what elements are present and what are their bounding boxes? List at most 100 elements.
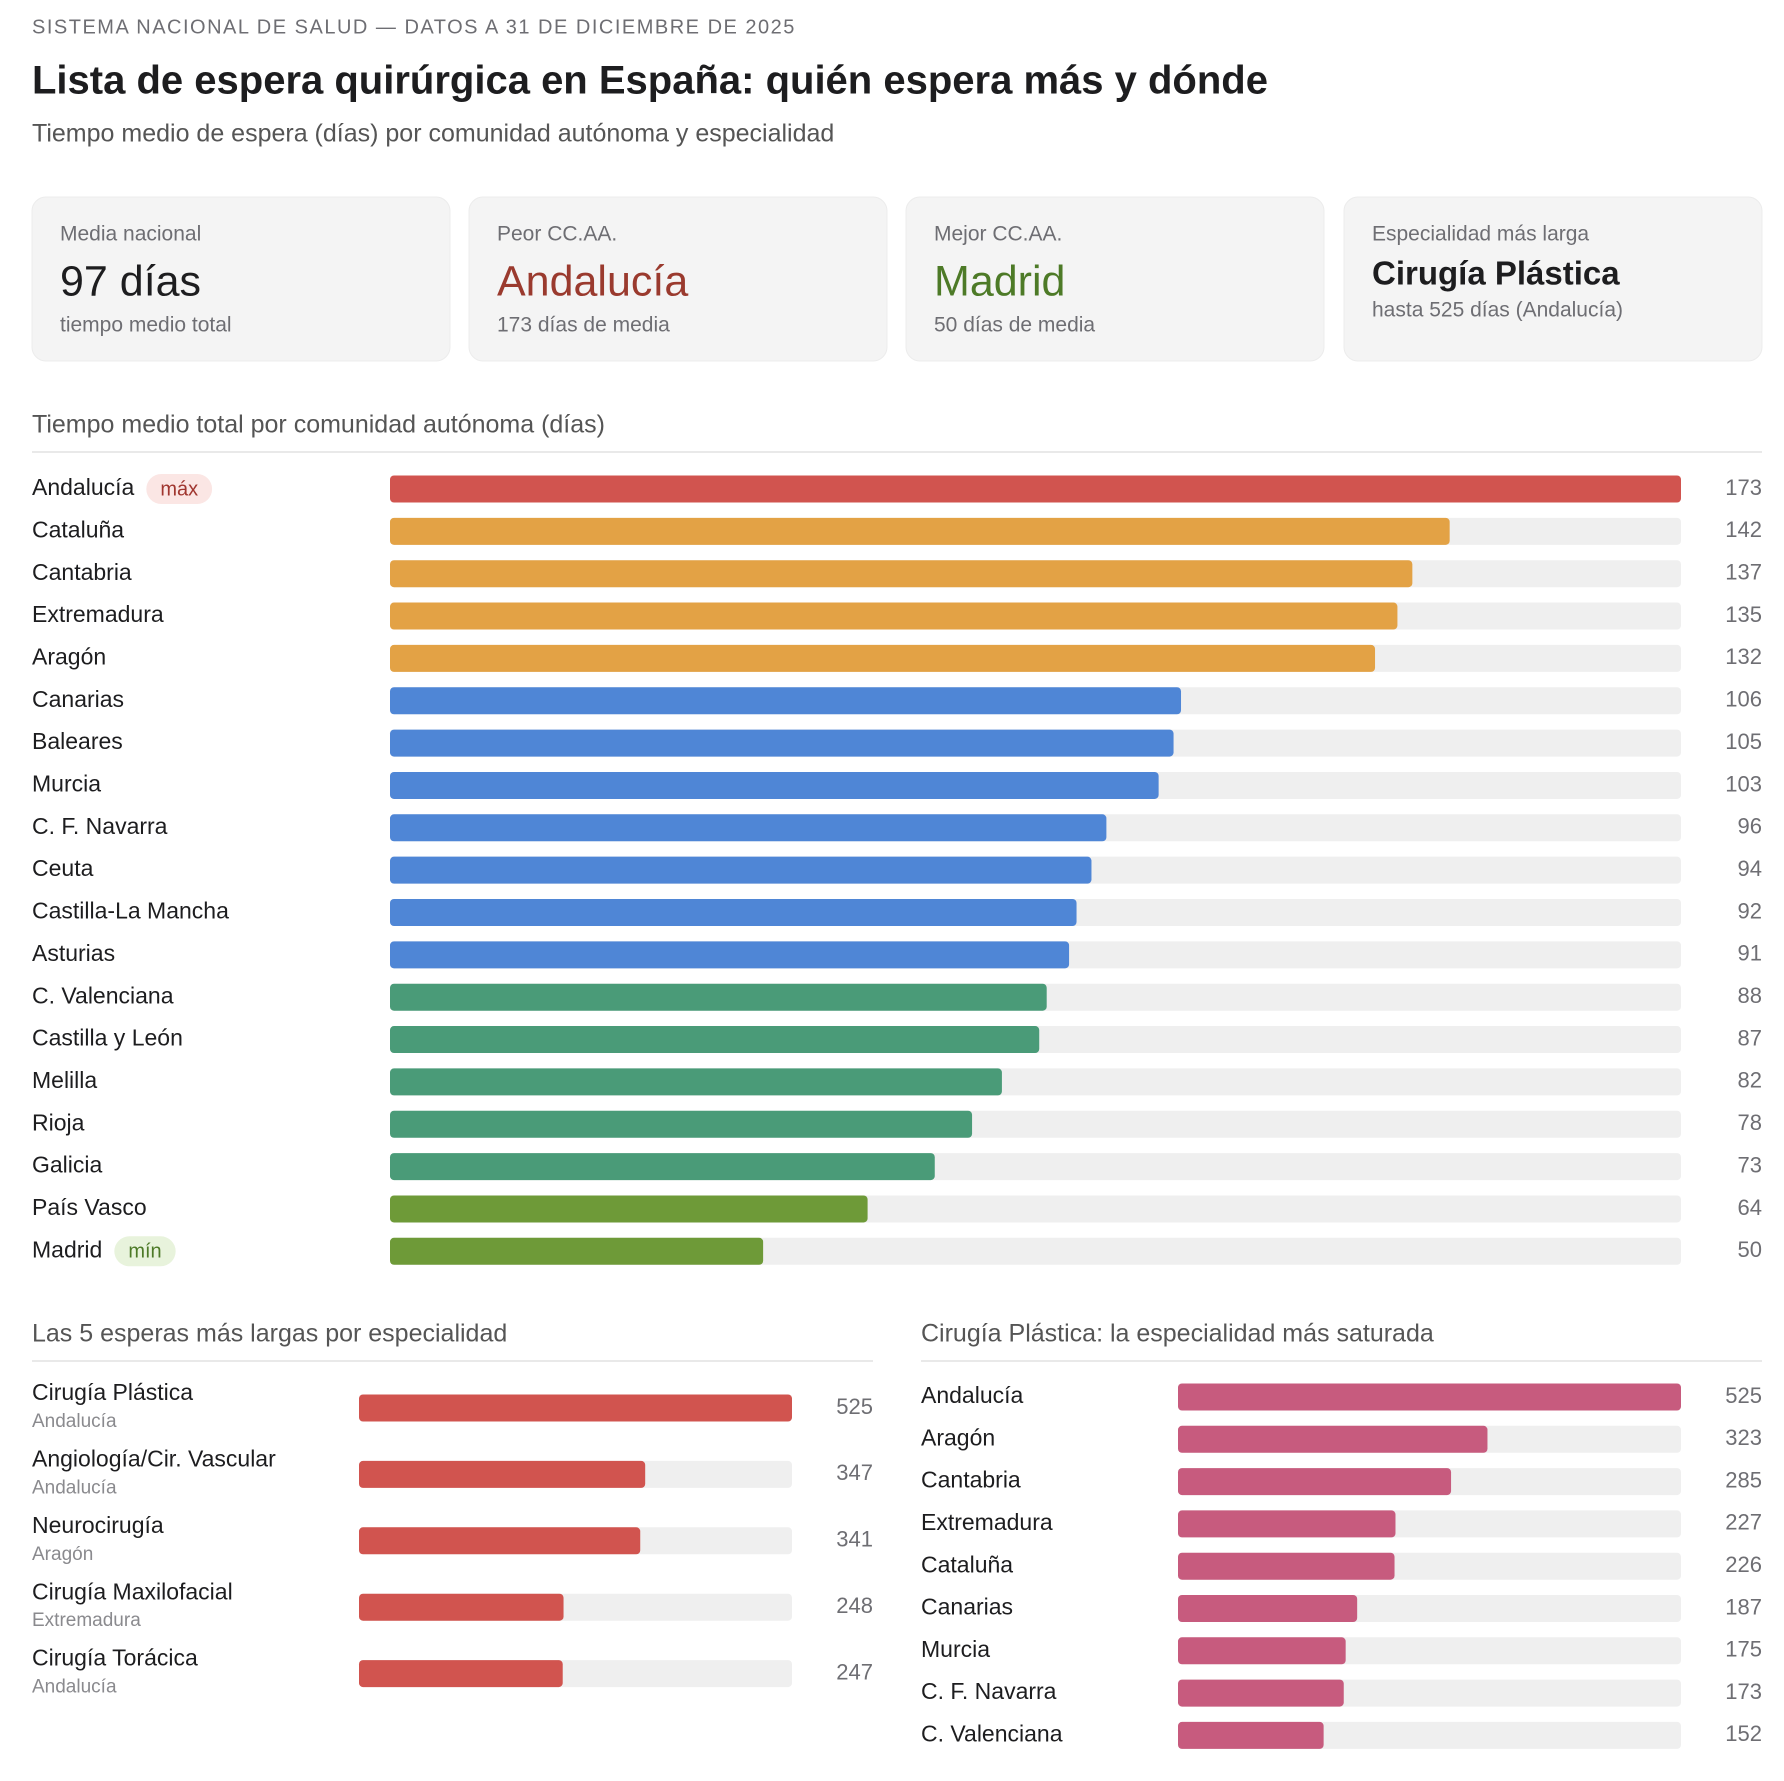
bar bbox=[390, 475, 1681, 503]
kpi-card bbox=[31, 196, 451, 362]
bar bbox=[390, 941, 1070, 969]
category-label: Aragón bbox=[32, 643, 106, 669]
category-label: Cirugía Torácica bbox=[32, 1645, 198, 1671]
category-label: Melilla bbox=[32, 1067, 97, 1093]
category-label: Neurocirugía bbox=[32, 1512, 164, 1538]
bar bbox=[1178, 1425, 1488, 1453]
bar bbox=[390, 1195, 868, 1223]
title: Lista de espera quirúrgica en España: qu… bbox=[32, 59, 1268, 103]
bar bbox=[390, 1110, 973, 1138]
bar bbox=[1178, 1637, 1346, 1665]
bar bbox=[1178, 1383, 1681, 1411]
bar bbox=[1178, 1595, 1358, 1622]
chart-title: Tiempo medio total por comunidad autónom… bbox=[32, 411, 605, 439]
value-label: 73 bbox=[1738, 1152, 1762, 1177]
bar bbox=[1178, 1510, 1396, 1538]
bar bbox=[359, 1593, 564, 1621]
kpi-label: Peor CC.AA. bbox=[497, 223, 617, 246]
badge-label: mín bbox=[128, 1241, 161, 1263]
bar bbox=[390, 729, 1174, 757]
value-label: 88 bbox=[1738, 983, 1762, 1008]
value-label: 341 bbox=[836, 1527, 873, 1552]
value-label: 226 bbox=[1725, 1552, 1762, 1577]
bar bbox=[390, 560, 1413, 588]
category-label: C. Valenciana bbox=[32, 982, 174, 1008]
value-label: 137 bbox=[1725, 560, 1762, 585]
kpi-note: 173 días de media bbox=[497, 314, 670, 337]
category-label: C. F. Navarra bbox=[32, 813, 168, 839]
value-label: 247 bbox=[836, 1659, 873, 1684]
category-label: Cataluña bbox=[32, 516, 124, 542]
kpi-value: 97 días bbox=[60, 257, 201, 305]
value-label: 82 bbox=[1738, 1068, 1762, 1093]
category-label: Castilla y León bbox=[32, 1025, 183, 1051]
bar bbox=[1178, 1468, 1452, 1496]
category-label: C. Valenciana bbox=[921, 1720, 1063, 1746]
bar bbox=[390, 899, 1077, 926]
category-label: País Vasco bbox=[32, 1194, 147, 1220]
category-label: Cataluña bbox=[921, 1551, 1013, 1577]
value-label: 227 bbox=[1725, 1510, 1762, 1535]
value-label: 91 bbox=[1738, 941, 1762, 966]
category-label: Andalucía bbox=[32, 474, 135, 500]
value-label: 323 bbox=[1725, 1425, 1762, 1450]
category-label: Cantabria bbox=[921, 1467, 1021, 1493]
kpi-label: Mejor CC.AA. bbox=[934, 223, 1062, 246]
value-label: 347 bbox=[836, 1460, 873, 1485]
kpi-label: Especialidad más larga bbox=[1372, 223, 1589, 246]
kpi-card bbox=[905, 196, 1325, 362]
badge bbox=[114, 1236, 176, 1267]
value-label: 135 bbox=[1725, 602, 1762, 627]
value-label: 87 bbox=[1738, 1025, 1762, 1050]
value-label: 96 bbox=[1738, 814, 1762, 839]
category-label: Cirugía Maxilofacial bbox=[32, 1578, 233, 1604]
bar bbox=[390, 1026, 1040, 1054]
bar bbox=[390, 517, 1450, 545]
value-label: 173 bbox=[1725, 475, 1762, 500]
value-label: 173 bbox=[1725, 1679, 1762, 1704]
sub-label: Aragón bbox=[32, 1544, 93, 1565]
value-label: 132 bbox=[1725, 644, 1762, 669]
sub-label: Andalucía bbox=[32, 1411, 117, 1432]
sub-label: Andalucía bbox=[32, 1477, 117, 1498]
category-label: C. F. Navarra bbox=[921, 1678, 1057, 1704]
kpi-value: Andalucía bbox=[497, 257, 688, 305]
bar bbox=[359, 1394, 792, 1422]
value-label: 64 bbox=[1738, 1195, 1762, 1220]
bar bbox=[1178, 1552, 1395, 1580]
value-label: 106 bbox=[1725, 687, 1762, 712]
kpi-value: Cirugía Plástica bbox=[1372, 255, 1620, 292]
chart-title: Las 5 esperas más largas por especialida… bbox=[32, 1320, 507, 1348]
bar bbox=[390, 1237, 764, 1265]
kpi-note: hasta 525 días (Andalucía) bbox=[1372, 299, 1623, 322]
category-label: Murcia bbox=[32, 771, 101, 797]
bar bbox=[390, 1068, 1002, 1096]
category-label: Extremadura bbox=[921, 1509, 1053, 1535]
bar bbox=[359, 1460, 646, 1488]
kicker: SISTEMA NACIONAL DE SALUD — DATOS A 31 D… bbox=[32, 16, 796, 38]
bar bbox=[1178, 1679, 1344, 1707]
category-label: Ceuta bbox=[32, 855, 94, 881]
kpi-card bbox=[1343, 196, 1763, 362]
chart-title: Cirugía Plástica: la especialidad más sa… bbox=[921, 1320, 1434, 1348]
bar bbox=[390, 856, 1092, 884]
category-label: Angiología/Cir. Vascular bbox=[32, 1445, 276, 1471]
category-label: Madrid bbox=[32, 1236, 102, 1262]
value-label: 94 bbox=[1738, 856, 1762, 881]
value-label: 525 bbox=[836, 1394, 873, 1419]
category-label: Extremadura bbox=[32, 601, 164, 627]
value-label: 525 bbox=[1725, 1383, 1762, 1408]
value-label: 175 bbox=[1725, 1637, 1762, 1662]
value-label: 187 bbox=[1725, 1594, 1762, 1619]
category-label: Rioja bbox=[32, 1109, 85, 1135]
kpi-label: Media nacional bbox=[60, 223, 201, 246]
value-label: 142 bbox=[1725, 517, 1762, 542]
category-label: Castilla-La Mancha bbox=[32, 898, 229, 924]
badge-label: máx bbox=[160, 478, 198, 500]
category-label: Galicia bbox=[32, 1152, 103, 1178]
category-label: Andalucía bbox=[921, 1382, 1024, 1408]
bar bbox=[390, 771, 1159, 799]
value-label: 248 bbox=[836, 1593, 873, 1618]
bar bbox=[390, 983, 1047, 1011]
